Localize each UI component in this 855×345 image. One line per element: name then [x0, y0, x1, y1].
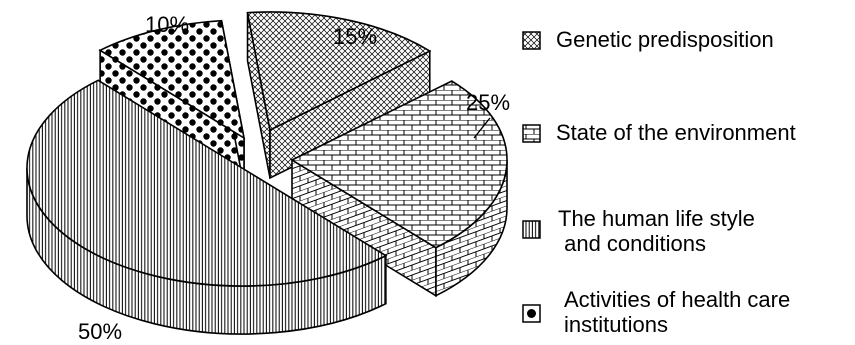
pie-slice-1	[290, 80, 508, 298]
leader-line-25	[473, 117, 491, 139]
slice-value-label-3: 10%	[145, 12, 189, 37]
slice-value-label-0: 15%	[333, 24, 377, 49]
slice-value-label-2: 50%	[78, 319, 122, 344]
pie-slice-top-0	[246, 11, 432, 132]
pie-slice-top-1	[290, 80, 508, 249]
pie-slice-top-3	[98, 19, 246, 140]
pie-slice-2	[26, 79, 388, 335]
pie-slice-top-2	[26, 79, 388, 287]
slice-value-label-1: 25%	[466, 90, 510, 115]
pie-slice-0	[246, 11, 432, 180]
